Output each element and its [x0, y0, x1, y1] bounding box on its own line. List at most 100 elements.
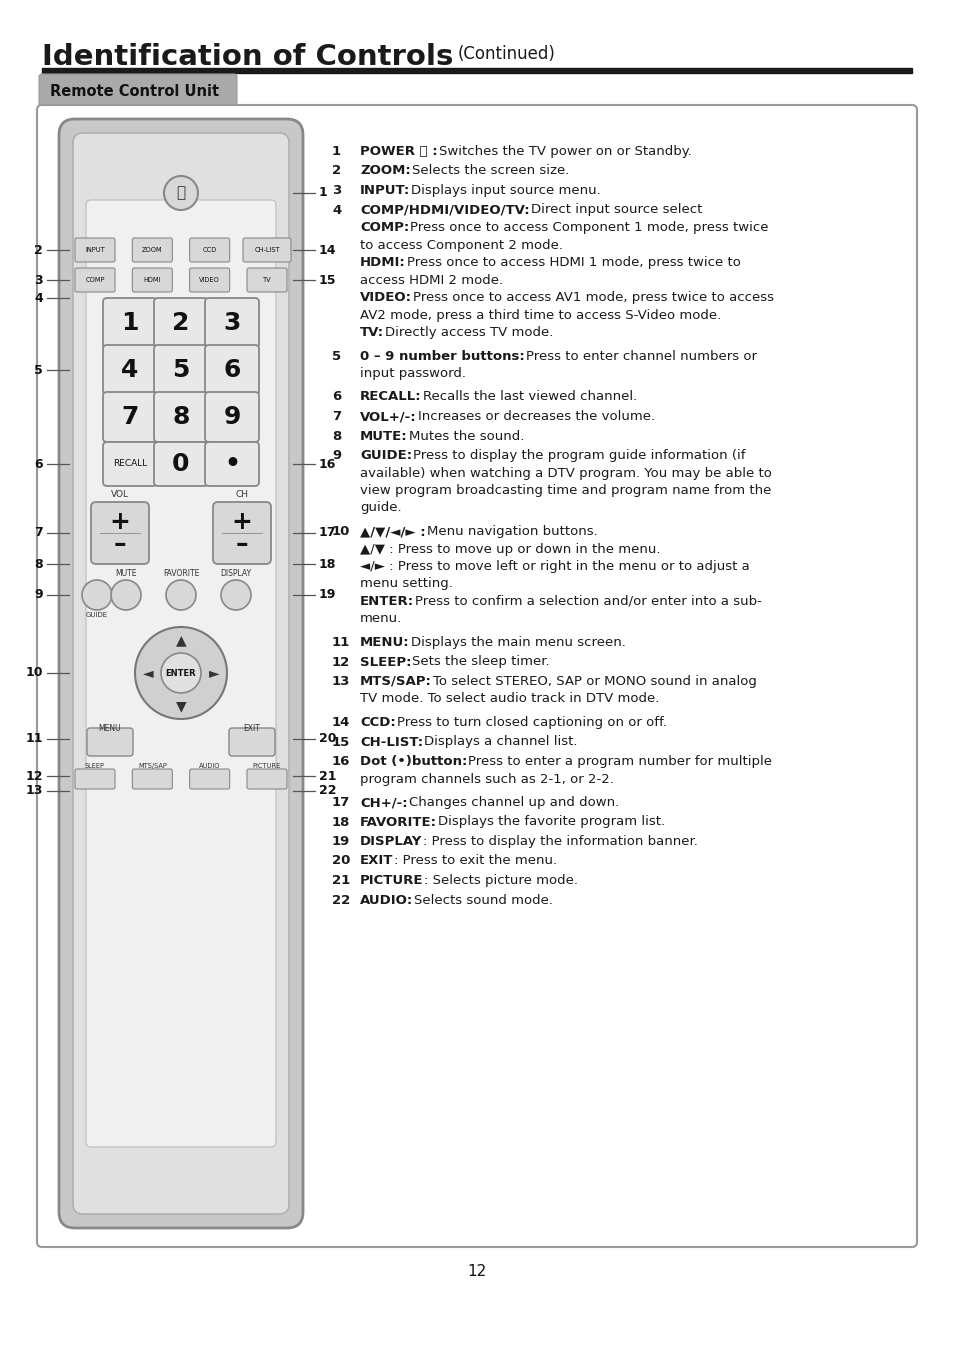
FancyBboxPatch shape	[229, 728, 274, 756]
Text: 7: 7	[121, 405, 138, 429]
Circle shape	[111, 580, 141, 610]
Text: MTS/SAP:: MTS/SAP:	[359, 675, 432, 688]
Text: 15: 15	[332, 736, 350, 748]
Text: PICTURE: PICTURE	[253, 763, 281, 769]
Text: 12: 12	[26, 769, 43, 783]
Text: program channels such as 2-1, or 2-2.: program channels such as 2-1, or 2-2.	[359, 772, 613, 786]
Text: CCD:: CCD:	[359, 716, 395, 729]
Text: 8: 8	[332, 429, 341, 443]
FancyBboxPatch shape	[247, 269, 287, 292]
Text: 3: 3	[34, 274, 43, 286]
FancyBboxPatch shape	[103, 441, 157, 486]
Text: ▼: ▼	[175, 699, 186, 713]
Text: Press to confirm a selection and/or enter into a sub-: Press to confirm a selection and/or ente…	[415, 595, 761, 608]
Text: Direct input source select: Direct input source select	[530, 204, 701, 216]
Text: RECALL: RECALL	[112, 459, 147, 468]
Circle shape	[166, 580, 195, 610]
Text: Dot (•)button:: Dot (•)button:	[359, 755, 467, 768]
Text: Press once to access HDMI 1 mode, press twice to: Press once to access HDMI 1 mode, press …	[406, 256, 740, 269]
Text: POWER ⏻ :: POWER ⏻ :	[359, 144, 437, 158]
Text: Changes channel up and down.: Changes channel up and down.	[408, 796, 618, 809]
Text: 2: 2	[332, 165, 341, 177]
Text: FAVORITE: FAVORITE	[163, 568, 199, 578]
Text: Press once to access Component 1 mode, press twice: Press once to access Component 1 mode, p…	[410, 221, 768, 234]
Text: ZOOM: ZOOM	[142, 247, 162, 252]
FancyBboxPatch shape	[205, 346, 258, 396]
Text: AUDIO:: AUDIO:	[359, 894, 413, 906]
Text: VOL: VOL	[111, 490, 129, 500]
Text: MENU: MENU	[98, 724, 121, 733]
Text: 20: 20	[318, 733, 336, 745]
Text: •: •	[224, 452, 240, 477]
Text: 2: 2	[172, 310, 190, 335]
Text: 13: 13	[332, 675, 350, 688]
Circle shape	[82, 580, 112, 610]
Text: 8: 8	[172, 405, 190, 429]
Text: MTS/SAP: MTS/SAP	[138, 763, 167, 769]
Text: ▲/▼/◄/► :: ▲/▼/◄/► :	[359, 525, 425, 539]
Text: DISPLAY: DISPLAY	[359, 836, 422, 848]
Text: AUDIO: AUDIO	[199, 763, 220, 769]
Text: access HDMI 2 mode.: access HDMI 2 mode.	[359, 274, 502, 286]
Text: GUIDE: GUIDE	[86, 612, 108, 618]
Text: ENTER: ENTER	[166, 668, 196, 678]
FancyBboxPatch shape	[103, 298, 157, 348]
Text: 22: 22	[318, 784, 336, 798]
Text: COMP:: COMP:	[359, 221, 409, 234]
Text: input password.: input password.	[359, 367, 465, 379]
Text: Press to turn closed captioning on or off.: Press to turn closed captioning on or of…	[396, 716, 666, 729]
Text: view program broadcasting time and program name from the: view program broadcasting time and progr…	[359, 485, 771, 497]
Text: EXIT: EXIT	[243, 724, 260, 733]
Text: Directly access TV mode.: Directly access TV mode.	[385, 325, 553, 339]
Text: 9: 9	[34, 589, 43, 602]
Text: ENTER:: ENTER:	[359, 595, 414, 608]
Text: FAVORITE:: FAVORITE:	[359, 815, 436, 829]
FancyBboxPatch shape	[86, 200, 275, 1148]
Text: 4: 4	[332, 204, 341, 216]
Text: 10: 10	[332, 525, 350, 539]
Text: AV2 mode, press a third time to access S-Video mode.: AV2 mode, press a third time to access S…	[359, 309, 720, 321]
Text: ◄: ◄	[143, 666, 153, 680]
Text: 12: 12	[467, 1265, 486, 1280]
FancyBboxPatch shape	[153, 392, 208, 441]
Text: 5: 5	[332, 350, 341, 363]
Text: Selects the screen size.: Selects the screen size.	[412, 165, 569, 177]
FancyBboxPatch shape	[91, 502, 149, 564]
Text: 9: 9	[223, 405, 240, 429]
Text: 12: 12	[332, 656, 350, 668]
Text: Press to display the program guide information (if: Press to display the program guide infor…	[413, 450, 745, 462]
Text: 6: 6	[223, 358, 240, 382]
Text: menu.: menu.	[359, 613, 402, 625]
Text: 0: 0	[172, 452, 190, 477]
Text: 1: 1	[318, 186, 328, 200]
Text: Displays the main menu screen.: Displays the main menu screen.	[410, 636, 625, 649]
Text: ▲/▼ : Press to move up or down in the menu.: ▲/▼ : Press to move up or down in the me…	[359, 543, 659, 555]
FancyBboxPatch shape	[190, 269, 230, 292]
Text: 5: 5	[34, 363, 43, 377]
Text: Press to enter a program number for multiple: Press to enter a program number for mult…	[468, 755, 772, 768]
Text: Sets the sleep timer.: Sets the sleep timer.	[412, 656, 550, 668]
Text: 19: 19	[332, 836, 350, 848]
Text: 18: 18	[318, 558, 336, 571]
Circle shape	[221, 580, 251, 610]
FancyBboxPatch shape	[132, 238, 172, 262]
FancyBboxPatch shape	[205, 392, 258, 441]
Text: 7: 7	[332, 410, 341, 423]
Text: CH+/-:: CH+/-:	[359, 796, 407, 809]
FancyBboxPatch shape	[132, 769, 172, 788]
Text: 17: 17	[332, 796, 350, 809]
Text: HDMI: HDMI	[144, 277, 161, 284]
Text: SLEEP:: SLEEP:	[359, 656, 411, 668]
Bar	[42, 68, 911, 73]
Text: ▲: ▲	[175, 633, 186, 647]
Text: 10: 10	[26, 667, 43, 679]
Text: 22: 22	[332, 894, 350, 906]
Text: MUTE:: MUTE:	[359, 429, 407, 443]
Text: INPUT:: INPUT:	[359, 184, 410, 197]
Text: 18: 18	[332, 815, 350, 829]
Text: guide.: guide.	[359, 501, 401, 514]
Text: 19: 19	[318, 589, 336, 602]
Text: ZOOM:: ZOOM:	[359, 165, 411, 177]
Text: 8: 8	[34, 558, 43, 571]
Text: 14: 14	[332, 716, 350, 729]
